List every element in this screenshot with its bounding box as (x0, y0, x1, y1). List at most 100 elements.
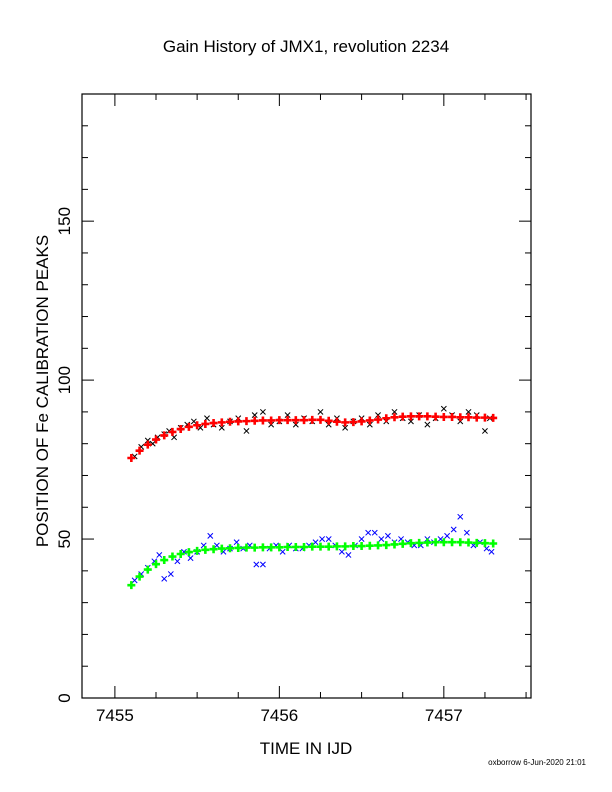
data-point (324, 416, 333, 425)
data-point (131, 577, 138, 584)
data-point (176, 425, 185, 434)
data-point (259, 561, 266, 568)
data-point (358, 536, 365, 543)
data-point (308, 415, 317, 424)
tick-labels: 7455 7456 7457 0 50 100 150 (55, 207, 463, 725)
data-point (332, 542, 341, 551)
data-point (371, 529, 378, 536)
data-point (341, 542, 350, 551)
data-point (431, 538, 440, 547)
data-point (384, 532, 391, 539)
data-point (357, 542, 366, 551)
data-point (242, 417, 251, 426)
data-point (152, 435, 161, 444)
data-point (457, 513, 464, 520)
data-point (378, 536, 385, 543)
data-point (242, 543, 251, 552)
data-point (184, 548, 193, 557)
data-point (187, 555, 194, 562)
x-tick-label: 7456 (260, 706, 298, 725)
data-point (251, 412, 258, 419)
data-point (489, 413, 498, 422)
data-point (332, 417, 341, 426)
data-point (279, 548, 286, 555)
data-point (213, 542, 220, 549)
data-point (365, 416, 374, 425)
data-point (345, 551, 352, 558)
y-tick-label: 50 (55, 530, 74, 549)
data-point (415, 412, 424, 421)
data-point (267, 543, 276, 552)
footer-credit: oxborrow 6-Jun-2020 21:01 (488, 758, 586, 767)
data-point (464, 413, 473, 422)
data-point (226, 417, 235, 426)
data-point (284, 412, 291, 419)
data-point (168, 552, 177, 561)
data-point (268, 421, 275, 428)
series-2 (131, 513, 495, 584)
data-point (472, 413, 481, 422)
data-point (267, 416, 276, 425)
data-point (201, 419, 210, 428)
data-point (275, 543, 284, 552)
y-tick-label: 100 (55, 366, 74, 394)
x-axis-label: TIME IN IJD (260, 739, 353, 758)
data-point (234, 417, 243, 426)
data-point (193, 546, 202, 555)
data-marks (127, 405, 498, 590)
data-point (480, 539, 489, 548)
data-point (450, 526, 457, 533)
data-point (234, 543, 243, 552)
data-point (481, 428, 488, 434)
data-point (437, 536, 444, 543)
data-point (316, 542, 325, 551)
data-point (406, 412, 415, 421)
data-point (161, 575, 168, 582)
data-point (349, 418, 358, 427)
data-point (456, 538, 465, 547)
data-point (457, 418, 464, 425)
data-point (218, 424, 225, 431)
data-point (390, 413, 399, 422)
series-3 (127, 538, 498, 590)
data-point (423, 412, 432, 421)
data-point (143, 440, 152, 449)
data-point (365, 529, 372, 536)
data-point (415, 538, 424, 547)
data-point (207, 532, 214, 539)
data-point (209, 419, 218, 428)
data-point (375, 412, 381, 419)
data-point (489, 539, 498, 548)
x-tick-label: 7457 (425, 706, 463, 725)
data-point (439, 538, 448, 547)
data-point (190, 418, 197, 425)
data-point (168, 427, 177, 436)
data-point (176, 549, 185, 558)
data-point (319, 536, 326, 543)
data-point (250, 543, 259, 552)
data-point (341, 418, 350, 427)
data-point (398, 412, 407, 421)
data-point (390, 540, 399, 549)
data-point (259, 408, 266, 415)
data-point (160, 556, 169, 565)
data-point (291, 543, 300, 551)
data-point (193, 421, 202, 430)
data-point (366, 421, 373, 428)
data-point (258, 416, 267, 425)
data-point (374, 541, 383, 550)
data-point (135, 446, 144, 455)
series-1 (127, 412, 498, 462)
data-point (464, 538, 473, 547)
data-point (308, 542, 317, 551)
data-point (480, 413, 489, 422)
data-point (291, 416, 300, 425)
data-point (253, 561, 260, 568)
data-point (448, 412, 457, 421)
data-point (398, 539, 407, 548)
data-point (440, 405, 447, 412)
data-point (439, 412, 448, 421)
axis-ticks (82, 93, 531, 699)
data-point (407, 418, 414, 425)
data-point (127, 453, 136, 462)
